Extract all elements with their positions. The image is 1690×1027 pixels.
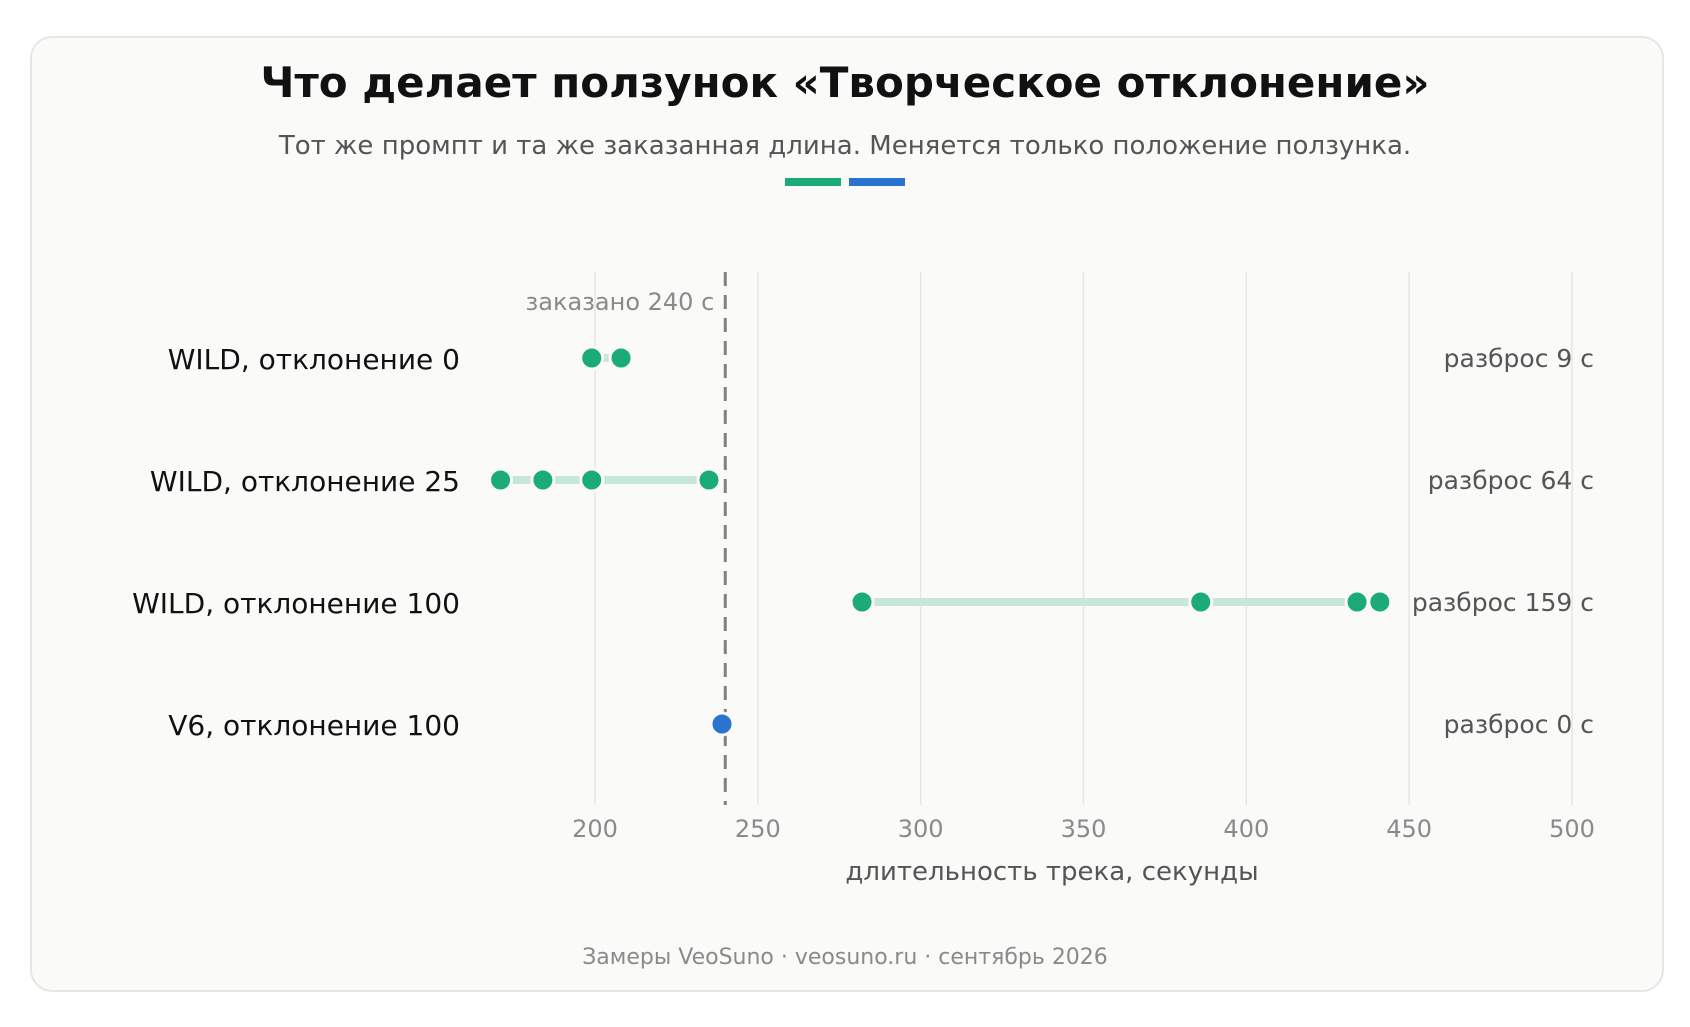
label-layer: 200 250 300 350 400 450 500 длительность трека,…: [132, 288, 1595, 887]
data-point-row-3-2: [1188, 589, 1214, 615]
point-layer: [488, 345, 1393, 737]
data-point-row-1-1: [579, 345, 605, 371]
row-label-2: WILD, отклонение 25: [150, 465, 460, 498]
data-point-row-3-1: [849, 589, 875, 615]
x-tick-label-200: 200: [572, 815, 618, 843]
chart-subtitle: Тот же промпт и та же заказанная длина. …: [278, 131, 1412, 161]
x-tick-label-300: 300: [898, 815, 944, 843]
chart-title: Что делает ползунок «Творческое отклонен…: [260, 58, 1430, 107]
data-point-row-2-3: [579, 467, 605, 493]
spread-label-1: разброс 9 с: [1444, 344, 1594, 373]
accent-bar-v6: [849, 178, 905, 186]
data-point-row-4-1: [709, 711, 735, 737]
data-point-row-2-1: [488, 467, 514, 493]
range-layer: [500, 354, 1380, 606]
spread-label-3: разброс 159 с: [1412, 588, 1594, 617]
data-point-row-3-4: [1367, 589, 1393, 615]
x-axis-title: длительность трека, секунды: [845, 857, 1258, 887]
data-point-row-2-4: [696, 467, 722, 493]
x-tick-label-250: 250: [735, 815, 781, 843]
footer-source: Замеры VeoSuno · veosuno.ru · сентябрь 2…: [582, 945, 1108, 970]
grid-layer: [594, 272, 1573, 805]
x-tick-label-400: 400: [1223, 815, 1269, 843]
row-label-3: WILD, отклонение 100: [132, 587, 460, 620]
spread-label-2: разброс 64 с: [1428, 466, 1594, 495]
chart-card: [30, 36, 1664, 992]
target-label: заказано 240 с: [525, 288, 714, 316]
x-tick-label-350: 350: [1061, 815, 1107, 843]
data-point-row-1-2: [608, 345, 634, 371]
accent-bar-wild: [785, 178, 841, 186]
data-point-row-2-2: [530, 467, 556, 493]
x-tick-label-450: 450: [1386, 815, 1432, 843]
row-label-1: WILD, отклонение 0: [168, 343, 460, 376]
spread-label-4: разброс 0 с: [1444, 710, 1594, 739]
row-label-4: V6, отклонение 100: [168, 709, 460, 742]
data-point-row-3-3: [1344, 589, 1370, 615]
x-tick-label-500: 500: [1549, 815, 1595, 843]
